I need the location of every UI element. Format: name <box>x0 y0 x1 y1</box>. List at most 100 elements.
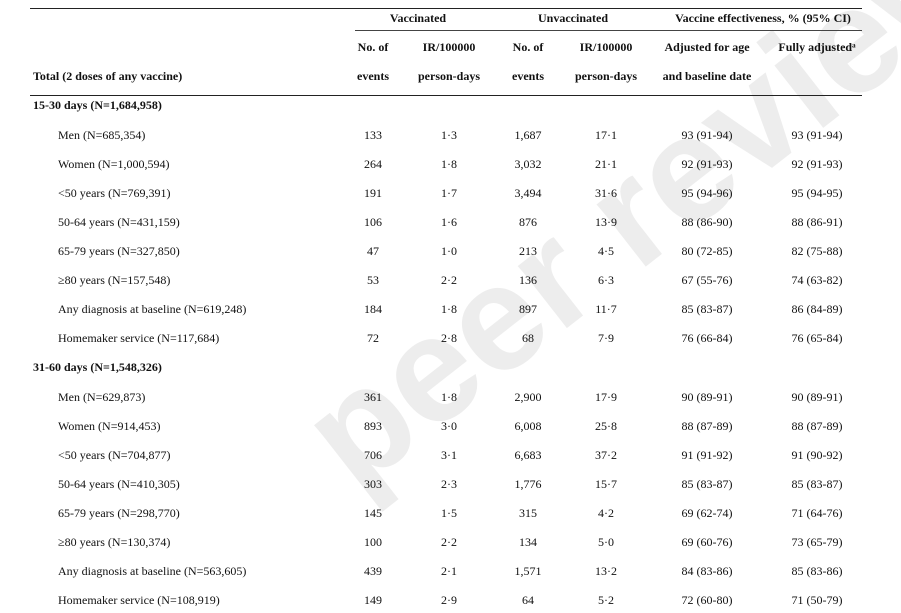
header-unvacc-person-days: person-days <box>574 69 638 83</box>
table-cell-row-label: 65-79 years (N=327,850) <box>58 244 180 258</box>
table-cell-unvacc-events: 6,683 <box>514 448 542 462</box>
section-title: 15-30 days (N=1,684,958) <box>33 98 162 112</box>
table-cell-ve-adjusted-age: 91 (91-92) <box>681 448 733 462</box>
table-cell-ve-adjusted-age: 95 (94-96) <box>681 186 733 200</box>
table-cell-row-label: 50-64 years (N=410,305) <box>58 477 180 491</box>
table-cell-unvacc-ir: 6·3 <box>598 273 614 287</box>
table-cell-unvacc-ir: 21·1 <box>595 157 617 171</box>
table-cell-vacc-events: 893 <box>364 419 382 433</box>
table-cell-vacc-ir: 3·1 <box>441 448 457 462</box>
table-cell-vacc-events: 361 <box>364 390 382 404</box>
table-cell-ve-adjusted-age: 84 (83-86) <box>681 564 733 578</box>
table-cell-row-label: Men (N=685,354) <box>58 128 146 142</box>
table-cell-unvacc-ir: 11·7 <box>595 302 617 316</box>
header-adjusted-age: Adjusted for age <box>664 40 750 54</box>
table-cell-row-label: <50 years (N=704,877) <box>58 448 171 462</box>
table-cell-ve-adjusted-age: 80 (72-85) <box>681 244 733 258</box>
table-cell-vacc-events: 191 <box>364 186 382 200</box>
table-cell-ve-fully-adjusted: 82 (75-88) <box>791 244 843 258</box>
table-cell-unvacc-events: 6,008 <box>514 419 542 433</box>
header-unvacc-no-of: No. of <box>512 40 544 54</box>
table-cell-vacc-events: 706 <box>364 448 382 462</box>
header-unvaccinated: Unvaccinated <box>538 11 608 25</box>
table-cell-unvacc-ir: 25·8 <box>595 419 617 433</box>
table-cell-ve-fully-adjusted: 92 (91-93) <box>791 157 843 171</box>
table-cell-unvacc-ir: 5·0 <box>598 535 614 549</box>
table-cell-unvacc-events: 213 <box>519 244 537 258</box>
table-cell-unvacc-events: 64 <box>522 593 534 607</box>
table-cell-unvacc-ir: 5·2 <box>598 593 614 607</box>
header-unvacc-ir: IR/100000 <box>579 40 633 54</box>
table-cell-unvacc-events: 876 <box>519 215 537 229</box>
table-cell-vacc-events: 264 <box>364 157 382 171</box>
table-cell-row-label: ≥80 years (N=157,548) <box>58 273 171 287</box>
section-title: 31-60 days (N=1,548,326) <box>33 360 162 374</box>
table-cell-ve-adjusted-age: 69 (62-74) <box>681 506 733 520</box>
header-adjusted-age-line2: and baseline date <box>662 69 752 83</box>
table-cell-vacc-events: 72 <box>367 331 379 345</box>
table-cell-ve-fully-adjusted: 71 (64-76) <box>791 506 843 520</box>
table-cell-vacc-events: 106 <box>364 215 382 229</box>
group-header-rule <box>355 30 862 31</box>
table-cell-vacc-events: 133 <box>364 128 382 142</box>
table-cell-row-label: Women (N=914,453) <box>58 419 161 433</box>
table-cell-vacc-events: 149 <box>364 593 382 607</box>
table-cell-ve-adjusted-age: 76 (66-84) <box>681 331 733 345</box>
table-cell-ve-adjusted-age: 69 (60-76) <box>681 535 733 549</box>
table-cell-vacc-events: 303 <box>364 477 382 491</box>
table-cell-ve-fully-adjusted: 95 (94-95) <box>791 186 843 200</box>
table-cell-vacc-ir: 1·6 <box>441 215 457 229</box>
table-cell-vacc-ir: 1·0 <box>441 244 457 258</box>
table-cell-row-label: Any diagnosis at baseline (N=563,605) <box>58 564 247 578</box>
table-cell-vacc-ir: 2·2 <box>441 273 457 287</box>
table-cell-vacc-ir: 3·0 <box>441 419 457 433</box>
table-cell-vacc-ir: 1·5 <box>441 506 457 520</box>
table-cell-unvacc-ir: 17·9 <box>595 390 617 404</box>
table-cell-ve-adjusted-age: 72 (60-80) <box>681 593 733 607</box>
table-cell-unvacc-ir: 13·9 <box>595 215 617 229</box>
header-fully-adjusted: Fully adjustedᵃ <box>778 40 856 54</box>
table-cell-vacc-ir: 2·2 <box>441 535 457 549</box>
table-cell-vacc-ir: 2·3 <box>441 477 457 491</box>
table-cell-ve-adjusted-age: 92 (91-93) <box>681 157 733 171</box>
table-cell-unvacc-ir: 17·1 <box>595 128 617 142</box>
table-cell-unvacc-ir: 15·7 <box>595 477 617 491</box>
table-cell-unvacc-events: 2,900 <box>514 390 542 404</box>
table-cell-row-label: ≥80 years (N=130,374) <box>58 535 171 549</box>
header-unvacc-events: events <box>512 69 544 83</box>
table-cell-ve-fully-adjusted: 93 (91-94) <box>791 128 843 142</box>
table-cell-unvacc-events: 136 <box>519 273 537 287</box>
table-cell-ve-adjusted-age: 93 (91-94) <box>681 128 733 142</box>
table-cell-unvacc-ir: 4·5 <box>598 244 614 258</box>
table-top-rule <box>30 8 862 9</box>
header-vacc-no-of: No. of <box>357 40 389 54</box>
table-cell-row-label: Homemaker service (N=117,684) <box>58 331 220 345</box>
header-vacc-person-days: person-days <box>417 69 481 83</box>
header-vacc-ir: IR/100000 <box>422 40 476 54</box>
table-cell-unvacc-ir: 7·9 <box>598 331 614 345</box>
header-total-label: Total (2 doses of any vaccine) <box>33 69 183 83</box>
table-cell-vacc-ir: 1·8 <box>441 302 457 316</box>
table-cell-vacc-events: 100 <box>364 535 382 549</box>
header-vaccine-effectiveness: Vaccine effectiveness, % (95% CI) <box>675 11 851 25</box>
table-cell-ve-fully-adjusted: 88 (86-91) <box>791 215 843 229</box>
table-cell-ve-fully-adjusted: 85 (83-87) <box>791 477 843 491</box>
table-cell-vacc-ir: 1·3 <box>441 128 457 142</box>
table-cell-unvacc-ir: 37·2 <box>595 448 617 462</box>
table-cell-ve-adjusted-age: 85 (83-87) <box>681 302 733 316</box>
header-vaccinated: Vaccinated <box>389 11 447 25</box>
table-cell-ve-fully-adjusted: 76 (65-84) <box>791 331 843 345</box>
table-cell-unvacc-events: 1,571 <box>514 564 542 578</box>
header-vacc-events: events <box>357 69 389 83</box>
table-cell-vacc-events: 184 <box>364 302 382 316</box>
table-cell-row-label: <50 years (N=769,391) <box>58 186 171 200</box>
table-cell-row-label: Any diagnosis at baseline (N=619,248) <box>58 302 247 316</box>
table-cell-ve-fully-adjusted: 91 (90-92) <box>791 448 843 462</box>
table-cell-unvacc-events: 3,494 <box>514 186 542 200</box>
table-cell-ve-fully-adjusted: 71 (50-79) <box>791 593 843 607</box>
table-cell-ve-adjusted-age: 90 (89-91) <box>681 390 733 404</box>
table-cell-unvacc-events: 68 <box>522 331 534 345</box>
table-cell-ve-adjusted-age: 67 (55-76) <box>681 273 733 287</box>
table-cell-vacc-ir: 2·8 <box>441 331 457 345</box>
